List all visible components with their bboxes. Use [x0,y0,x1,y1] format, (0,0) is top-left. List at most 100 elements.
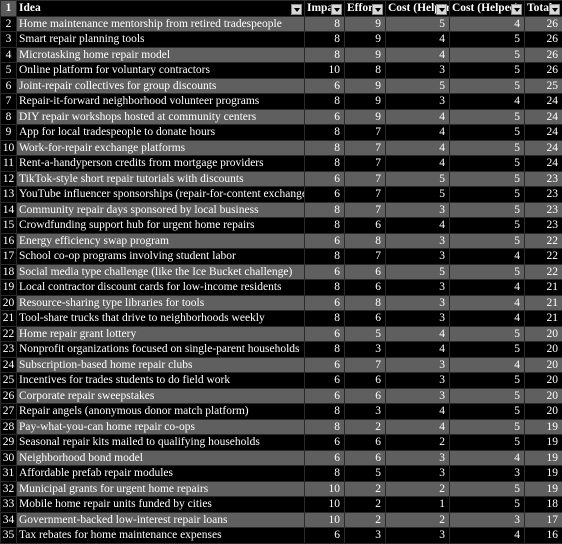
cost-helper-cell[interactable]: 4 [386,32,450,48]
total-cell[interactable]: 23 [525,202,562,218]
row-number[interactable]: 9 [1,125,17,141]
impact-cell[interactable]: 8 [305,249,345,265]
idea-cell[interactable]: Tax rebates for home maintenance expense… [17,528,305,544]
row-number[interactable]: 5 [1,63,17,79]
filter-dropdown-icon[interactable] [549,4,560,15]
row-number[interactable]: 34 [1,512,17,528]
total-cell[interactable]: 20 [525,357,562,373]
impact-cell[interactable]: 8 [305,140,345,156]
total-cell[interactable]: 16 [525,528,562,544]
cost-helpee-cell[interactable]: 4 [450,280,525,296]
cost-helper-cell[interactable]: 5 [386,171,450,187]
total-cell[interactable]: 20 [525,388,562,404]
cost-helper-cell[interactable]: 3 [386,233,450,249]
impact-cell[interactable]: 8 [305,47,345,63]
row-number[interactable]: 10 [1,140,17,156]
row-number[interactable]: 28 [1,419,17,435]
total-cell[interactable]: 25 [525,78,562,94]
effort-cell[interactable]: 6 [345,264,386,280]
effort-cell[interactable]: 3 [345,528,386,544]
impact-cell[interactable]: 6 [305,264,345,280]
impact-cell[interactable]: 6 [305,109,345,125]
total-cell[interactable]: 20 [525,342,562,358]
cost-helpee-cell[interactable]: 5 [450,63,525,79]
cost-helper-cell[interactable]: 3 [386,94,450,110]
impact-cell[interactable]: 6 [305,171,345,187]
total-cell[interactable]: 26 [525,47,562,63]
row-number[interactable]: 14 [1,202,17,218]
impact-cell[interactable]: 6 [305,326,345,342]
cost-helper-cell[interactable]: 4 [386,419,450,435]
cost-helper-cell[interactable]: 3 [386,202,450,218]
total-cell[interactable]: 23 [525,187,562,203]
cost-helpee-cell[interactable]: 3 [450,512,525,528]
cost-helper-cell[interactable]: 4 [386,404,450,420]
cost-helpee-cell[interactable]: 4 [450,249,525,265]
idea-cell[interactable]: Online platform for voluntary contractor… [17,63,305,79]
idea-cell[interactable]: Repair-it-forward neighborhood volunteer… [17,94,305,110]
idea-cell[interactable]: Nonprofit organizations focused on singl… [17,342,305,358]
impact-cell[interactable]: 8 [305,280,345,296]
cost-helper-cell[interactable]: 4 [386,125,450,141]
effort-cell[interactable]: 2 [345,419,386,435]
cost-helpee-cell[interactable]: 5 [450,140,525,156]
idea-cell[interactable]: YouTube influencer sponsorships (repair-… [17,187,305,203]
effort-cell[interactable]: 6 [345,218,386,234]
idea-cell[interactable]: Tool-share trucks that drive to neighbor… [17,311,305,327]
impact-cell[interactable]: 10 [305,512,345,528]
effort-cell[interactable]: 7 [345,171,386,187]
cost-helpee-cell[interactable]: 5 [450,233,525,249]
row-number[interactable]: 11 [1,156,17,172]
filter-dropdown-icon[interactable] [436,4,447,15]
cost-helper-cell[interactable]: 3 [386,311,450,327]
effort-cell[interactable]: 9 [345,94,386,110]
cost-helper-cell[interactable]: 5 [386,187,450,203]
cost-helpee-cell[interactable]: 5 [450,218,525,234]
total-cell[interactable]: 20 [525,404,562,420]
total-cell[interactable]: 24 [525,125,562,141]
row-number[interactable]: 19 [1,280,17,296]
effort-cell[interactable]: 9 [345,47,386,63]
total-cell[interactable]: 21 [525,311,562,327]
cost-helper-cell[interactable]: 3 [386,295,450,311]
impact-cell[interactable]: 8 [305,218,345,234]
cost-helpee-cell[interactable]: 4 [450,16,525,32]
cost-helpee-cell[interactable]: 5 [450,388,525,404]
row-number[interactable]: 17 [1,249,17,265]
impact-cell[interactable]: 8 [305,419,345,435]
row-number[interactable]: 21 [1,311,17,327]
cost-helpee-cell[interactable]: 5 [450,171,525,187]
effort-cell[interactable]: 6 [345,311,386,327]
cost-helpee-cell[interactable]: 5 [450,404,525,420]
effort-cell[interactable]: 7 [345,249,386,265]
cost-helpee-cell[interactable]: 5 [450,109,525,125]
row-number[interactable]: 27 [1,404,17,420]
idea-cell[interactable]: Smart repair planning tools [17,32,305,48]
effort-cell[interactable]: 7 [345,202,386,218]
row-number[interactable]: 31 [1,466,17,482]
cost-helper-cell[interactable]: 5 [386,16,450,32]
cost-helper-cell[interactable]: 3 [386,249,450,265]
idea-cell[interactable]: App for local tradespeople to donate hou… [17,125,305,141]
impact-cell[interactable]: 10 [305,63,345,79]
cost-helper-cell[interactable]: 3 [386,63,450,79]
effort-cell[interactable]: 6 [345,450,386,466]
idea-cell[interactable]: Social media type challenge (like the Ic… [17,264,305,280]
idea-cell[interactable]: Corporate repair sweepstakes [17,388,305,404]
impact-cell[interactable]: 8 [305,404,345,420]
idea-cell[interactable]: Energy efficiency swap program [17,233,305,249]
effort-cell[interactable]: 9 [345,109,386,125]
effort-cell[interactable]: 2 [345,481,386,497]
row-number[interactable]: 16 [1,233,17,249]
row-number[interactable]: 26 [1,388,17,404]
idea-cell[interactable]: Government-backed low-interest repair lo… [17,512,305,528]
row-number[interactable]: 32 [1,481,17,497]
cost-helper-cell[interactable]: 3 [386,373,450,389]
cost-helper-cell[interactable]: 4 [386,109,450,125]
idea-cell[interactable]: Resource-sharing type libraries for tool… [17,295,305,311]
impact-cell[interactable]: 6 [305,295,345,311]
total-cell[interactable]: 21 [525,280,562,296]
cost-helpee-cell[interactable]: 4 [450,94,525,110]
impact-cell[interactable]: 6 [305,388,345,404]
total-cell[interactable]: 22 [525,264,562,280]
